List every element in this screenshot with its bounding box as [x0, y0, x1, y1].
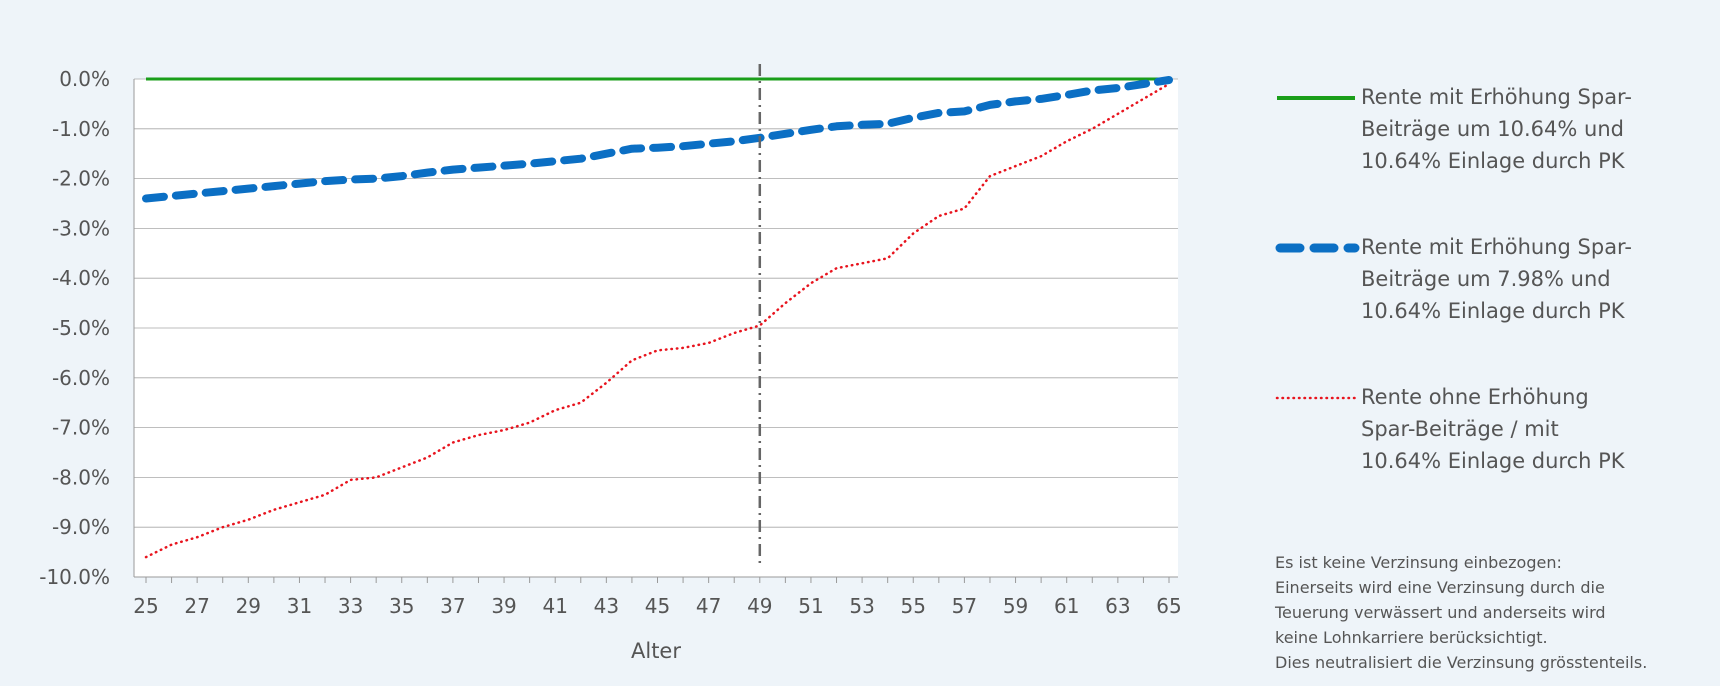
legend-item-series-1: Rente mit Erhöhung Spar- Beiträge um 10.…: [1275, 78, 1695, 228]
footnote-line: Es ist keine Verzinsung einbezogen:: [1275, 553, 1562, 572]
footnote-line: Teuerung verwässert und anderseits wird: [1275, 603, 1606, 622]
y-tick-label: -3.0%: [52, 216, 110, 240]
series-line-3: [144, 82, 1171, 559]
series-lines: [142, 76, 1173, 559]
footnote: Es ist keine Verzinsung einbezogen: Eine…: [1275, 550, 1715, 675]
legend-label: Rente ohne Erhöhung Spar-Beiträge / mit …: [1361, 381, 1691, 477]
x-tick-label: 35: [389, 594, 414, 618]
legend-swatch-dotted-red: [1275, 396, 1357, 400]
x-tick-label: 41: [542, 594, 567, 618]
legend-label-line: Rente mit Erhöhung Spar-: [1361, 85, 1632, 109]
legend-label-line: Beiträge um 7.98% und: [1361, 267, 1611, 291]
series-line-2: [142, 76, 1173, 203]
x-tick-label: 39: [491, 594, 516, 618]
footnote-line: Einerseits wird eine Verzinsung durch di…: [1275, 578, 1605, 597]
legend-item-series-3: Rente ohne Erhöhung Spar-Beiträge / mit …: [1275, 378, 1695, 528]
legend-label: Rente mit Erhöhung Spar- Beiträge um 7.9…: [1361, 231, 1691, 327]
x-tick-label: 45: [645, 594, 670, 618]
x-tick-label: 33: [338, 594, 363, 618]
legend-label-line: 10.64% Einlage durch PK: [1361, 149, 1625, 173]
footnote-line: keine Lohnkarriere berücksichtigt.: [1275, 628, 1548, 647]
x-tick-label: 55: [901, 594, 926, 618]
x-tick-label: 57: [952, 594, 977, 618]
x-tick-label: 65: [1156, 594, 1181, 618]
x-tick-label: 47: [696, 594, 721, 618]
legend-item-series-2: Rente mit Erhöhung Spar- Beiträge um 7.9…: [1275, 228, 1695, 378]
line-chart: 0.0% -1.0% -2.0% -3.0% -4.0% -5.0% -6.0% -7.0% -…: [39, 64, 1182, 663]
x-axis-title: Alter: [631, 639, 681, 663]
legend-label-line: 10.64% Einlage durch PK: [1361, 299, 1625, 323]
footnote-line: Dies neutralisiert die Verzinsung grösst…: [1275, 653, 1648, 672]
legend-label: Rente mit Erhöhung Spar- Beiträge um 10.…: [1361, 81, 1691, 177]
x-tick-label: 51: [798, 594, 823, 618]
x-tick-label: 59: [1003, 594, 1028, 618]
x-tick-label: 31: [287, 594, 312, 618]
legend-label-line: Rente ohne Erhöhung: [1361, 385, 1589, 409]
x-tick-label: 61: [1054, 594, 1079, 618]
y-tick-labels: 0.0% -1.0% -2.0% -3.0% -4.0% -5.0% -6.0% -7.0% -…: [39, 67, 110, 589]
x-tick-label: 43: [594, 594, 619, 618]
axes: [133, 79, 1178, 583]
y-tick-label: -1.0%: [52, 117, 110, 141]
x-tick-label: 49: [747, 594, 772, 618]
legend-label-line: Beiträge um 10.64% und: [1361, 117, 1624, 141]
legend-swatch-dashed-blue: [1275, 243, 1360, 253]
x-tick-label: 29: [236, 594, 261, 618]
legend: Rente mit Erhöhung Spar- Beiträge um 10.…: [1275, 78, 1695, 528]
y-tick-label: -5.0%: [52, 316, 110, 340]
x-tick-label: 37: [440, 594, 465, 618]
y-tick-label: -8.0%: [52, 465, 110, 489]
legend-label-line: Spar-Beiträge / mit: [1361, 417, 1559, 441]
grid-lines: [134, 78, 1178, 578]
x-tick-label: 63: [1105, 594, 1130, 618]
y-tick-label: 0.0%: [59, 67, 110, 91]
y-tick-label: -9.0%: [52, 515, 110, 539]
y-tick-label: -4.0%: [52, 266, 110, 290]
legend-label-line: 10.64% Einlage durch PK: [1361, 449, 1625, 473]
x-tick-label: 53: [849, 594, 874, 618]
legend-swatch-solid-green: [1277, 96, 1355, 100]
y-tick-label: -6.0%: [52, 366, 110, 390]
legend-label-line: Rente mit Erhöhung Spar-: [1361, 235, 1632, 259]
x-tick-label: 25: [133, 594, 158, 618]
y-tick-label: -2.0%: [52, 167, 110, 191]
x-tick-label: 27: [184, 594, 209, 618]
x-tick-labels: 25 27 29 31 33 35 37 39 41 43 45 47 49 51 53 55 57 59 61 63…: [133, 594, 1181, 618]
y-tick-label: -7.0%: [52, 416, 110, 440]
y-tick-label: -10.0%: [39, 565, 110, 589]
